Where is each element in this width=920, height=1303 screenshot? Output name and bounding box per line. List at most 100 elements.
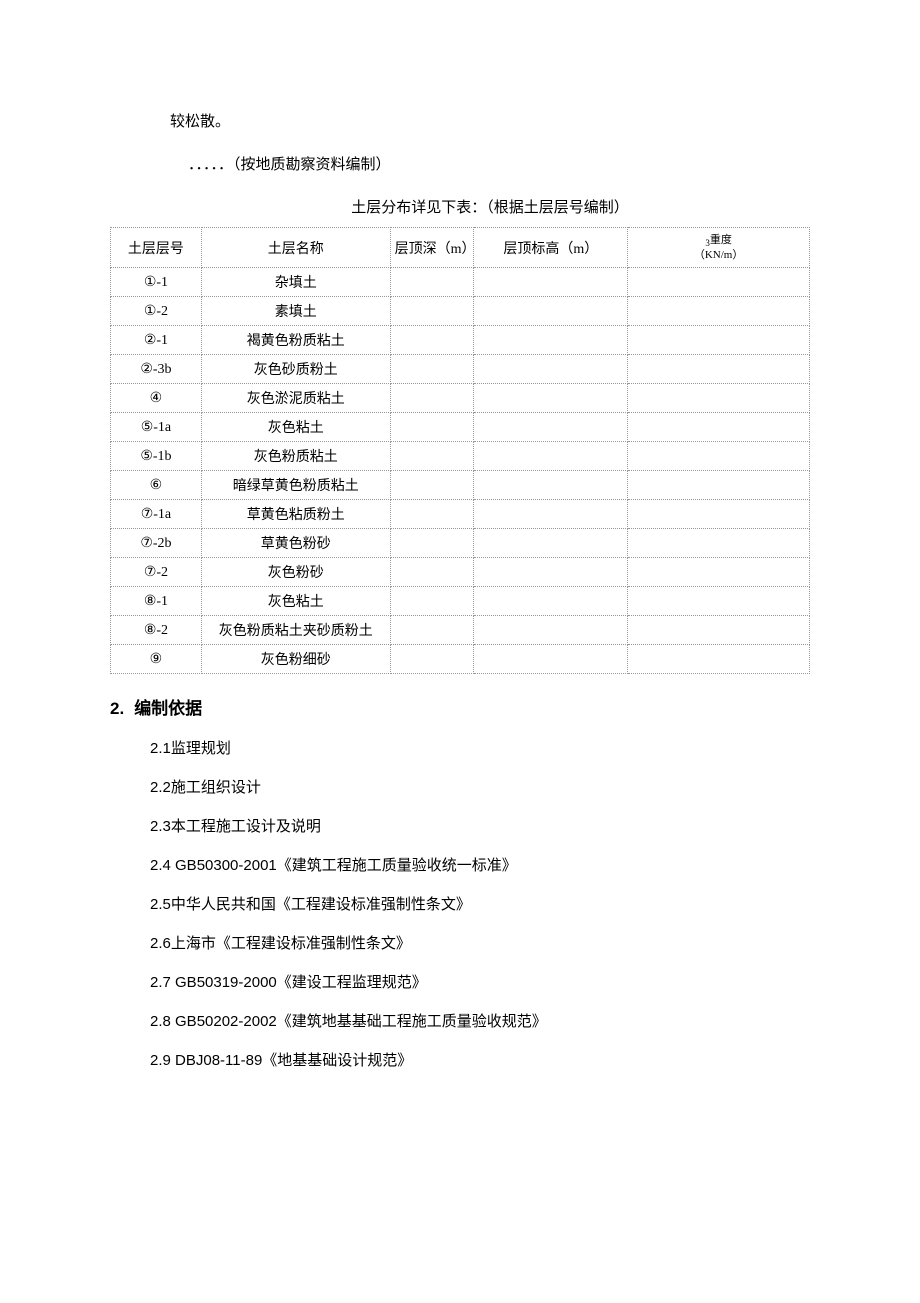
cell-num: ⑥ <box>111 471 202 500</box>
th-elevation: 层顶标高（m） <box>474 228 628 268</box>
cell-name: 灰色淤泥质粘土 <box>201 384 390 413</box>
cell-elev <box>474 326 628 355</box>
cell-depth <box>390 529 474 558</box>
cell-name: 草黄色粘质粉土 <box>201 500 390 529</box>
cell-num: ⑤-1b <box>111 442 202 471</box>
th-layer-num: 土层层号 <box>111 228 202 268</box>
cell-num: ⑦-1a <box>111 500 202 529</box>
th-density-bot: （KN/m） <box>694 249 744 261</box>
cell-depth <box>390 326 474 355</box>
section-num: 2. <box>110 699 124 718</box>
cell-depth <box>390 558 474 587</box>
cell-name: 灰色砂质粉土 <box>201 355 390 384</box>
list-item: 2.9 DBJ08-11-89《地基基础设计规范》 <box>110 1049 810 1070</box>
soil-layer-table: 土层层号 土层名称 层顶深（m） 层顶标高（m） 3重度（KN/m） ①-1杂填… <box>110 227 810 674</box>
cell-name: 褐黄色粉质粘土 <box>201 326 390 355</box>
section-title: 编制依据 <box>134 699 202 718</box>
intro-line-2: ．．．．．（按地质勘察资料编制） <box>110 153 810 174</box>
list-item: 2.5中华人民共和国《工程建设标准强制性条文》 <box>110 893 810 914</box>
cell-num: ②-1 <box>111 326 202 355</box>
table-row: ⑧-1灰色粘土 <box>111 587 810 616</box>
cell-num: ⑧-2 <box>111 616 202 645</box>
list-item: 2.7 GB50319-2000《建设工程监理规范》 <box>110 971 810 992</box>
cell-dens <box>628 645 810 674</box>
cell-elev <box>474 384 628 413</box>
cell-dens <box>628 384 810 413</box>
th-density-top: 重度 <box>710 234 732 246</box>
cell-dens <box>628 326 810 355</box>
cell-name: 草黄色粉砂 <box>201 529 390 558</box>
table-row: ②-3b灰色砂质粉土 <box>111 355 810 384</box>
list-item: 2.8 GB50202-2002《建筑地基基础工程施工质量验收规范》 <box>110 1010 810 1031</box>
cell-depth <box>390 471 474 500</box>
list-item: 2.2施工组织设计 <box>110 776 810 797</box>
th-depth: 层顶深（m） <box>390 228 474 268</box>
table-row: ⑤-1a灰色粘土 <box>111 413 810 442</box>
cell-dens <box>628 413 810 442</box>
cell-depth <box>390 442 474 471</box>
cell-elev <box>474 471 628 500</box>
table-row: ⑧-2灰色粉质粘土夹砂质粉土 <box>111 616 810 645</box>
cell-num: ④ <box>111 384 202 413</box>
list-item: 2.4 GB50300-2001《建筑工程施工质量验收统一标准》 <box>110 854 810 875</box>
cell-num: ①-2 <box>111 297 202 326</box>
cell-elev <box>474 268 628 297</box>
cell-dens <box>628 268 810 297</box>
cell-name: 素填土 <box>201 297 390 326</box>
cell-depth <box>390 645 474 674</box>
cell-elev <box>474 500 628 529</box>
cell-dens <box>628 297 810 326</box>
table-caption: 土层分布详见下表：（根据土层层号编制） <box>110 196 810 217</box>
table-row: ②-1褐黄色粉质粘土 <box>111 326 810 355</box>
cell-elev <box>474 413 628 442</box>
cell-dens <box>628 587 810 616</box>
cell-num: ⑧-1 <box>111 587 202 616</box>
cell-depth <box>390 355 474 384</box>
cell-elev <box>474 442 628 471</box>
table-row: ⑤-1b灰色粉质粘土 <box>111 442 810 471</box>
table-row: ⑦-2灰色粉砂 <box>111 558 810 587</box>
cell-dens <box>628 529 810 558</box>
cell-name: 灰色粉砂 <box>201 558 390 587</box>
section-heading: 2. 编制依据 <box>110 694 810 719</box>
cell-dens <box>628 442 810 471</box>
cell-num: ⑨ <box>111 645 202 674</box>
cell-dens <box>628 558 810 587</box>
cell-name: 灰色粘土 <box>201 587 390 616</box>
cell-elev <box>474 587 628 616</box>
cell-name: 灰色粉质粘土 <box>201 442 390 471</box>
cell-dens <box>628 616 810 645</box>
cell-name: 杂填土 <box>201 268 390 297</box>
th-density: 3重度（KN/m） <box>628 228 810 268</box>
cell-dens <box>628 355 810 384</box>
cell-num: ⑦-2 <box>111 558 202 587</box>
th-layer-name: 土层名称 <box>201 228 390 268</box>
cell-elev <box>474 355 628 384</box>
list-item: 2.6上海市《工程建设标准强制性条文》 <box>110 932 810 953</box>
table-row: ⑦-1a草黄色粘质粉土 <box>111 500 810 529</box>
cell-dens <box>628 500 810 529</box>
cell-name: 灰色粘土 <box>201 413 390 442</box>
cell-depth <box>390 268 474 297</box>
table-row: ①-1杂填土 <box>111 268 810 297</box>
cell-depth <box>390 384 474 413</box>
list-item: 2.3本工程施工设计及说明 <box>110 815 810 836</box>
cell-elev <box>474 558 628 587</box>
cell-elev <box>474 645 628 674</box>
table-row: ①-2素填土 <box>111 297 810 326</box>
cell-elev <box>474 297 628 326</box>
cell-dens <box>628 471 810 500</box>
table-header-row: 土层层号 土层名称 层顶深（m） 层顶标高（m） 3重度（KN/m） <box>111 228 810 268</box>
cell-name: 暗绿草黄色粉质粘土 <box>201 471 390 500</box>
cell-depth <box>390 616 474 645</box>
cell-depth <box>390 297 474 326</box>
cell-elev <box>474 529 628 558</box>
table-row: ⑥暗绿草黄色粉质粘土 <box>111 471 810 500</box>
table-row: ④灰色淤泥质粘土 <box>111 384 810 413</box>
cell-name: 灰色粉质粘土夹砂质粉土 <box>201 616 390 645</box>
cell-num: ⑦-2b <box>111 529 202 558</box>
intro-line-1: 较松散。 <box>110 110 810 131</box>
cell-elev <box>474 616 628 645</box>
list-item: 2.1监理规划 <box>110 737 810 758</box>
cell-num: ①-1 <box>111 268 202 297</box>
